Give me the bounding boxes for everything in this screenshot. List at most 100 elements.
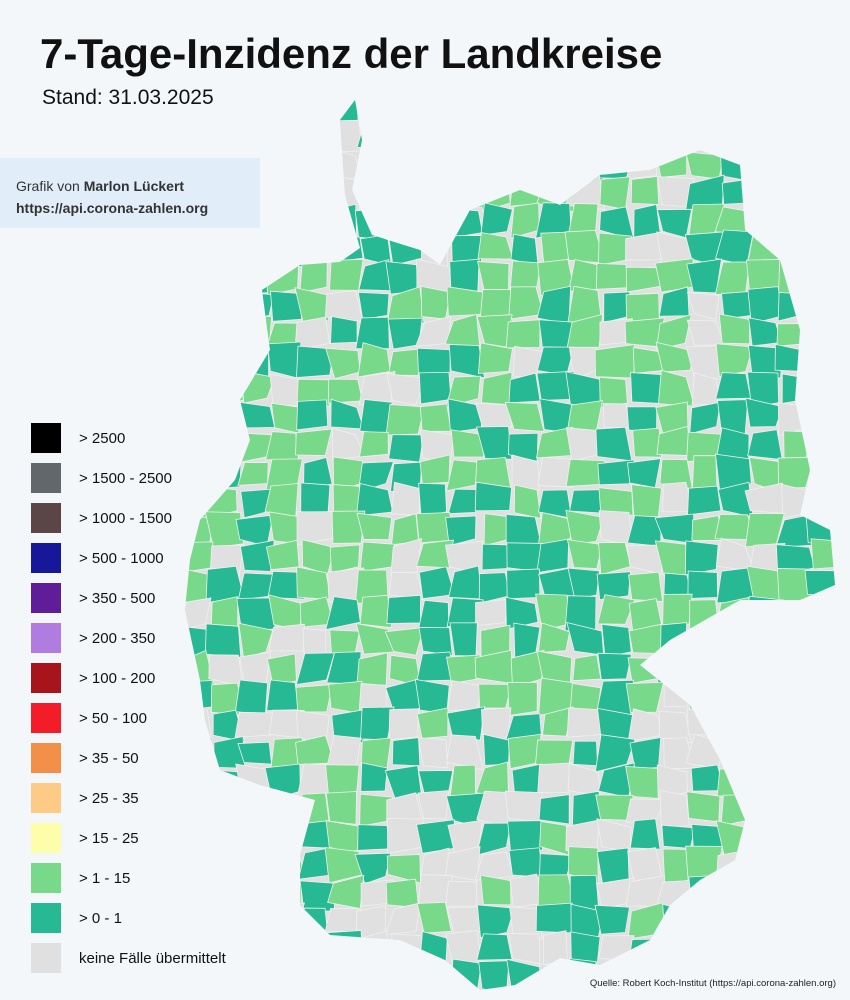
district-region[interactable] <box>507 432 539 462</box>
district-region[interactable] <box>806 202 840 240</box>
district-region[interactable] <box>806 929 839 968</box>
district-region[interactable] <box>359 431 389 458</box>
district-region[interactable] <box>749 97 784 129</box>
district-region[interactable] <box>357 824 391 851</box>
district-region[interactable] <box>357 291 390 321</box>
district-region[interactable] <box>478 683 513 709</box>
district-region[interactable] <box>687 992 724 1000</box>
district-region[interactable] <box>297 987 334 1000</box>
district-region[interactable] <box>505 319 541 349</box>
district-region[interactable] <box>325 92 364 125</box>
district-region[interactable] <box>777 456 812 489</box>
district-region[interactable] <box>509 906 544 940</box>
district-region[interactable] <box>447 488 479 515</box>
district-region[interactable] <box>419 148 451 176</box>
credit-url[interactable]: https://api.corona-zahlen.org <box>16 200 209 216</box>
district-region[interactable] <box>656 996 689 1000</box>
district-region[interactable] <box>446 459 481 492</box>
district-region[interactable] <box>780 152 813 185</box>
district-region[interactable] <box>597 122 627 151</box>
district-region[interactable] <box>776 323 815 347</box>
district-region[interactable] <box>327 988 362 1000</box>
district-region[interactable] <box>804 650 839 686</box>
district-region[interactable] <box>687 485 722 516</box>
district-region[interactable] <box>536 538 570 574</box>
district-region[interactable] <box>415 539 454 569</box>
district-region[interactable] <box>385 878 420 909</box>
district-region[interactable] <box>206 124 239 156</box>
district-region[interactable] <box>594 904 630 935</box>
district-region[interactable] <box>806 432 842 461</box>
district-region[interactable] <box>750 792 785 824</box>
district-region[interactable] <box>177 119 211 157</box>
district-region[interactable] <box>416 958 450 996</box>
district-region[interactable] <box>391 933 426 966</box>
district-region[interactable] <box>266 653 297 687</box>
district-region[interactable] <box>808 850 843 883</box>
district-region[interactable] <box>535 992 571 1000</box>
district-region[interactable] <box>509 260 542 291</box>
district-region[interactable] <box>239 92 276 129</box>
district-region[interactable] <box>450 429 485 458</box>
district-region[interactable] <box>265 258 300 296</box>
district-region[interactable] <box>204 511 244 549</box>
district-region[interactable] <box>717 122 755 148</box>
district-region[interactable] <box>568 995 603 1000</box>
district-region[interactable] <box>808 818 841 856</box>
district-region[interactable] <box>596 263 629 290</box>
district-region[interactable] <box>446 680 484 711</box>
district-region[interactable] <box>301 792 330 824</box>
district-region[interactable] <box>688 682 726 716</box>
district-region[interactable] <box>268 117 299 154</box>
district-region[interactable] <box>599 176 631 211</box>
district-region[interactable] <box>537 762 572 793</box>
district-region[interactable] <box>536 122 572 152</box>
district-region[interactable] <box>775 97 811 126</box>
district-region[interactable] <box>476 988 511 1000</box>
district-region[interactable] <box>478 960 510 996</box>
district-region[interactable] <box>297 932 332 963</box>
district-region[interactable] <box>723 97 753 128</box>
district-region[interactable] <box>511 454 540 491</box>
district-region[interactable] <box>627 94 660 128</box>
district-region[interactable] <box>721 178 749 205</box>
district-region[interactable] <box>568 846 599 884</box>
district-region[interactable] <box>388 571 425 601</box>
district-region[interactable] <box>234 679 269 716</box>
district-region[interactable] <box>327 378 363 404</box>
district-region[interactable] <box>294 287 330 323</box>
district-region[interactable] <box>235 231 267 267</box>
district-region[interactable] <box>542 706 574 737</box>
district-region[interactable] <box>658 117 689 153</box>
district-region[interactable] <box>684 540 719 576</box>
district-region[interactable] <box>505 93 545 126</box>
district-region[interactable] <box>298 907 329 937</box>
district-region[interactable] <box>810 538 842 570</box>
district-region[interactable] <box>478 118 515 154</box>
district-region[interactable] <box>444 313 481 347</box>
district-region[interactable] <box>781 483 813 519</box>
district-region[interactable] <box>745 733 779 769</box>
district-region[interactable] <box>539 963 574 988</box>
district-region[interactable] <box>811 94 840 129</box>
district-region[interactable] <box>420 118 453 157</box>
district-region[interactable] <box>746 823 785 856</box>
district-region[interactable] <box>240 850 275 885</box>
district-region[interactable] <box>205 314 245 350</box>
district-region[interactable] <box>235 875 274 909</box>
district-region[interactable] <box>662 903 689 937</box>
district-region[interactable] <box>269 373 301 407</box>
district-region[interactable] <box>507 682 538 716</box>
district-region[interactable] <box>598 935 635 962</box>
district-region[interactable] <box>567 567 600 601</box>
district-region[interactable] <box>354 151 390 182</box>
district-region[interactable] <box>689 401 721 435</box>
district-region[interactable] <box>538 622 571 653</box>
district-region[interactable] <box>718 313 751 345</box>
district-region[interactable] <box>778 259 808 296</box>
district-region[interactable] <box>236 120 272 152</box>
district-region[interactable] <box>419 930 448 968</box>
district-region[interactable] <box>384 182 423 210</box>
district-region[interactable] <box>662 593 693 628</box>
district-region[interactable] <box>446 706 486 741</box>
